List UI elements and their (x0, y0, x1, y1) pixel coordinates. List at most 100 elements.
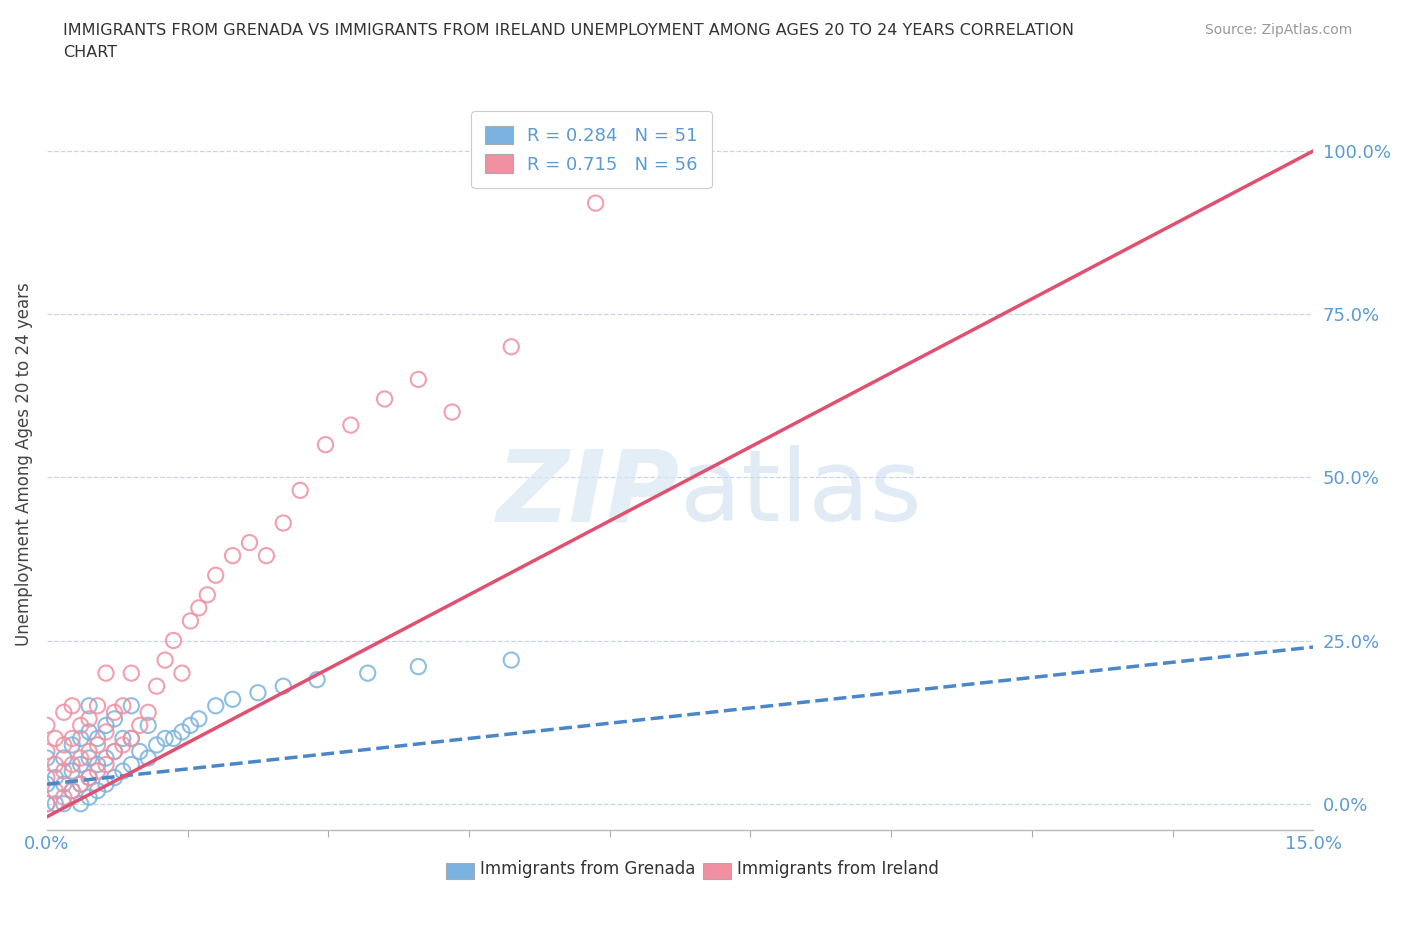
Point (44, 796, 66, 811)
Text: IMMIGRANTS FROM GRENADA VS IMMIGRANTS FROM IRELAND UNEMPLOYMENT AMONG AGES 20 TO: IMMIGRANTS FROM GRENADA VS IMMIGRANTS FR… (63, 23, 1074, 60)
Point (669, 163, 692, 178)
Point (221, 692, 243, 707)
Point (254, 548, 277, 563)
Y-axis label: Unemployment Among Ages 20 to 24 years: Unemployment Among Ages 20 to 24 years (15, 283, 32, 646)
Point (86, 698, 108, 713)
Point (94, 751, 117, 765)
Point (86, 737, 108, 752)
Point (52, 737, 75, 752)
Point (238, 535, 260, 550)
Point (153, 731, 176, 746)
Point (35, 770, 58, 785)
Point (374, 392, 396, 406)
Point (120, 731, 142, 746)
Point (128, 718, 150, 733)
Point (77, 744, 100, 759)
Point (145, 737, 167, 752)
Point (153, 653, 176, 668)
Text: atlas: atlas (681, 445, 922, 542)
Point (44, 757, 66, 772)
FancyBboxPatch shape (446, 863, 474, 879)
Point (170, 724, 193, 739)
Legend: R = 0.284   N = 51, R = 0.715   N = 56: R = 0.284 N = 51, R = 0.715 N = 56 (471, 112, 711, 188)
Point (585, 195, 607, 210)
Point (35, 744, 58, 759)
Point (204, 698, 226, 713)
Point (44, 783, 66, 798)
Point (221, 548, 243, 563)
Point (441, 405, 464, 419)
Point (69, 751, 91, 765)
Point (60, 764, 83, 778)
Point (162, 731, 184, 746)
FancyBboxPatch shape (703, 863, 731, 879)
Point (204, 568, 226, 583)
Text: Immigrants from Ireland: Immigrants from Ireland (737, 860, 939, 878)
Point (60, 783, 83, 798)
Point (60, 757, 83, 772)
Point (103, 770, 125, 785)
Point (136, 718, 159, 733)
Point (103, 744, 125, 759)
Point (86, 731, 108, 746)
Point (128, 744, 150, 759)
Point (179, 718, 201, 733)
Point (69, 731, 91, 746)
Point (271, 679, 294, 694)
Point (69, 796, 91, 811)
Point (501, 653, 523, 668)
Point (145, 679, 167, 694)
Point (35, 718, 58, 733)
Point (305, 672, 328, 687)
Point (501, 339, 523, 354)
Point (69, 777, 91, 791)
Point (136, 705, 159, 720)
Point (246, 685, 269, 700)
Point (35, 777, 58, 791)
Point (60, 783, 83, 798)
Point (357, 666, 380, 681)
Point (187, 601, 209, 616)
Point (44, 770, 66, 785)
Point (44, 731, 66, 746)
Point (120, 757, 142, 772)
Point (60, 731, 83, 746)
Point (69, 777, 91, 791)
Point (69, 718, 91, 733)
Point (340, 418, 363, 432)
Point (52, 796, 75, 811)
Point (120, 731, 142, 746)
Point (77, 751, 100, 765)
Point (69, 757, 91, 772)
Point (120, 666, 142, 681)
Point (60, 737, 83, 752)
Point (288, 483, 311, 498)
Point (179, 614, 201, 629)
Point (120, 698, 142, 713)
Point (162, 633, 184, 648)
Point (77, 770, 100, 785)
Text: Immigrants from Grenada: Immigrants from Grenada (479, 860, 696, 878)
Point (94, 757, 117, 772)
Point (111, 731, 134, 746)
Point (77, 724, 100, 739)
Point (77, 711, 100, 726)
Point (187, 711, 209, 726)
Point (77, 770, 100, 785)
Point (408, 659, 430, 674)
Point (408, 372, 430, 387)
Point (111, 698, 134, 713)
Point (77, 790, 100, 804)
Text: ZIP: ZIP (498, 445, 681, 542)
Point (271, 515, 294, 530)
Point (103, 744, 125, 759)
Point (111, 764, 134, 778)
Point (136, 751, 159, 765)
Point (103, 705, 125, 720)
Point (103, 711, 125, 726)
Point (94, 666, 117, 681)
Point (111, 737, 134, 752)
Point (94, 718, 117, 733)
Point (77, 698, 100, 713)
Point (315, 437, 337, 452)
